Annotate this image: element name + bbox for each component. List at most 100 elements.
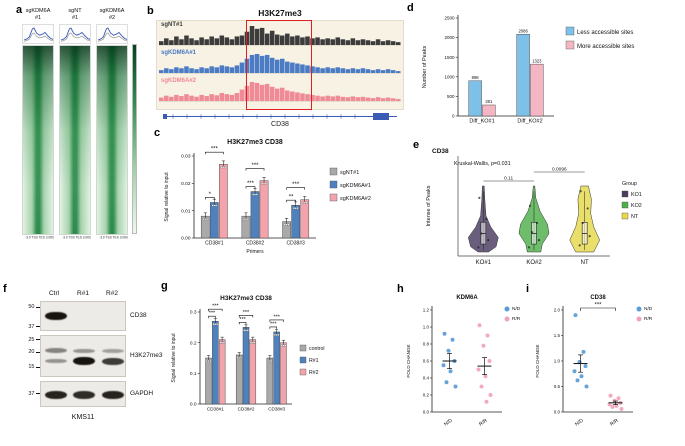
svg-text:KO#1: KO#1 xyxy=(476,260,492,266)
wb-band xyxy=(73,357,95,366)
svg-text:***: *** xyxy=(251,163,259,169)
panel-h-label: h xyxy=(397,283,404,295)
svg-text:Number of Peaks: Number of Peaks xyxy=(422,46,428,89)
svg-text:sgNT#1: sgNT#1 xyxy=(340,170,359,176)
protein-label-gapdh: GAPDH xyxy=(130,390,154,397)
lane-label-r1: R#1 xyxy=(77,290,89,297)
svg-text:More accessible sites: More accessible sites xyxy=(577,44,634,50)
heatmap-colorbar xyxy=(132,44,137,234)
col1-title-line1: sgKDM6A xyxy=(25,8,51,14)
mw-marker: 20 xyxy=(16,349,40,355)
panel-f-western-blot: Ctrl R#1 R#2 CD38 H3K27me3 GAPDH KMS11 5… xyxy=(8,290,166,442)
svg-text:Primers: Primers xyxy=(246,249,264,255)
svg-text:0: 0 xyxy=(452,114,455,119)
svg-text:CD38#1: CD38#1 xyxy=(207,407,224,412)
heatmap-column-3: sgKDM6A #2 -3.0 TSS TES 3.0Kb xyxy=(96,8,128,240)
profile-plot-1 xyxy=(22,24,54,44)
blot-gapdh xyxy=(40,381,126,407)
heatmap-col1-title: sgKDM6A #1 xyxy=(22,8,54,23)
panel-i-label: i xyxy=(526,283,530,295)
svg-text:0.0: 0.0 xyxy=(423,410,430,415)
svg-text:R#1: R#1 xyxy=(309,358,319,364)
svg-text:0.6: 0.6 xyxy=(423,359,430,364)
svg-text:KO2: KO2 xyxy=(631,203,642,209)
col3-title-line1: sgKDM6A xyxy=(99,8,125,14)
gene-track xyxy=(163,113,397,120)
wb-band xyxy=(73,391,95,399)
col2-title-line2: #1 xyxy=(71,14,79,21)
svg-text:CD38#1: CD38#1 xyxy=(205,241,224,247)
svg-text:N/D: N/D xyxy=(644,306,653,312)
svg-text:Intense of Peaks: Intense of Peaks xyxy=(426,185,432,226)
svg-text:FOLD CHANGE: FOLD CHANGE xyxy=(535,344,540,377)
svg-text:0.8: 0.8 xyxy=(423,342,430,347)
svg-text:KO1: KO1 xyxy=(631,192,642,198)
svg-text:R#2: R#2 xyxy=(309,370,319,376)
panel-g-bar-chart: H3K27me3 CD38 0.0 0.1 0.2 0.3 Signal relative… xyxy=(171,295,325,412)
panel-a-heatmaps: sgKDM6A #1 -3.0 TSS TES 3.0Kb sgNT #1 -3.0… xyxy=(22,8,144,270)
cell-line-label: KMS11 xyxy=(71,414,95,421)
protein-label-cd38: CD38 xyxy=(130,312,147,319)
svg-text:CD38#3: CD38#3 xyxy=(268,407,285,412)
wb-band xyxy=(44,311,67,320)
heatmap-3-xticks: -3.0 TSS TES 3.0Kb xyxy=(99,235,129,240)
svg-text:R/R: R/R xyxy=(644,316,653,322)
mw-marker: 37 xyxy=(16,391,40,397)
panel-d-bar-chart: 0 500 1000 1500 2000 2500 Number of Peaks 898 28… xyxy=(422,15,634,125)
panel-c-bar-chart: H3K27me3 CD38 0.00 0.01 0.02 0.03 Signal rela… xyxy=(164,139,371,255)
svg-text:Kruskal-Wallis, p=0.031: Kruskal-Wallis, p=0.031 xyxy=(454,161,511,167)
heatmap-2-xticks: -3.0 TSS TES 3.0Kb xyxy=(62,235,92,240)
track-group-title: H3K27me3 xyxy=(258,8,302,18)
svg-text:281: 281 xyxy=(485,99,493,104)
svg-text:1.5: 1.5 xyxy=(554,333,561,338)
profile-plot-2 xyxy=(59,24,91,44)
svg-text:CD38: CD38 xyxy=(432,148,449,155)
svg-text:0.0: 0.0 xyxy=(554,410,561,415)
panel-b-genome-tracks: H3K27me3 sgNT#1 sgKDM6A#1 sgKDM6A#2 CD38 xyxy=(156,8,404,130)
svg-text:0.02: 0.02 xyxy=(181,181,191,187)
svg-text:2.0: 2.0 xyxy=(554,308,561,313)
svg-text:CD38#3: CD38#3 xyxy=(286,241,305,247)
svg-text:N/D: N/D xyxy=(574,418,585,428)
svg-text:NT: NT xyxy=(581,260,589,266)
mw-marker: 15 xyxy=(16,364,40,370)
mw-marker: 50 xyxy=(16,304,40,310)
svg-text:CD38#2: CD38#2 xyxy=(246,241,265,247)
col3-title-line2: #2 xyxy=(108,14,116,21)
heatmap-column-1: sgKDM6A #1 -3.0 TSS TES 3.0Kb xyxy=(22,8,54,240)
mw-marker: 25 xyxy=(16,337,40,343)
heatmap-col3-title: sgKDM6A #2 xyxy=(96,8,128,23)
svg-text:1000: 1000 xyxy=(444,74,455,79)
svg-text:0.0096: 0.0096 xyxy=(552,167,567,173)
svg-text:***: *** xyxy=(292,182,300,188)
svg-text:***: *** xyxy=(243,310,250,316)
svg-text:control: control xyxy=(309,346,325,352)
svg-text:N/D: N/D xyxy=(512,306,521,312)
svg-text:**: ** xyxy=(289,195,294,201)
panel-a-label: a xyxy=(16,4,23,16)
wb-band xyxy=(44,391,67,399)
track-label-sgNT1: sgNT#1 xyxy=(161,22,183,28)
wb-band xyxy=(101,391,124,399)
heatmap-col2-title: sgNT #1 xyxy=(59,8,91,23)
svg-text:Diff_KO#2: Diff_KO#2 xyxy=(517,119,542,125)
svg-text:0.11: 0.11 xyxy=(504,176,513,182)
svg-text:2500: 2500 xyxy=(444,16,455,21)
svg-text:H3K27me3 CD38: H3K27me3 CD38 xyxy=(227,139,283,146)
svg-text:1.0: 1.0 xyxy=(423,325,430,330)
svg-text:CD38#2: CD38#2 xyxy=(238,407,255,412)
svg-text:sgKDM6A#2: sgKDM6A#2 xyxy=(340,196,371,202)
svg-text:sgKDM6A#1: sgKDM6A#1 xyxy=(340,183,371,189)
panel-h-dot-plot: KDM6A 0.0 0.2 0.4 0.6 0.8 1.0 1.2 FOLD CHANGE N/D… xyxy=(406,295,521,428)
svg-text:2000: 2000 xyxy=(444,35,455,40)
svg-text:2086: 2086 xyxy=(518,28,528,33)
col2-title-line1: sgNT xyxy=(68,8,82,14)
panel-g-label: g xyxy=(161,280,168,292)
svg-text:1323: 1323 xyxy=(532,58,542,63)
heatmap-2 xyxy=(59,45,91,235)
blot-cd38 xyxy=(40,301,126,331)
protein-label-h3k27me3: H3K27me3 xyxy=(130,352,163,359)
heatmap-1 xyxy=(22,45,54,235)
wb-band xyxy=(101,348,124,353)
